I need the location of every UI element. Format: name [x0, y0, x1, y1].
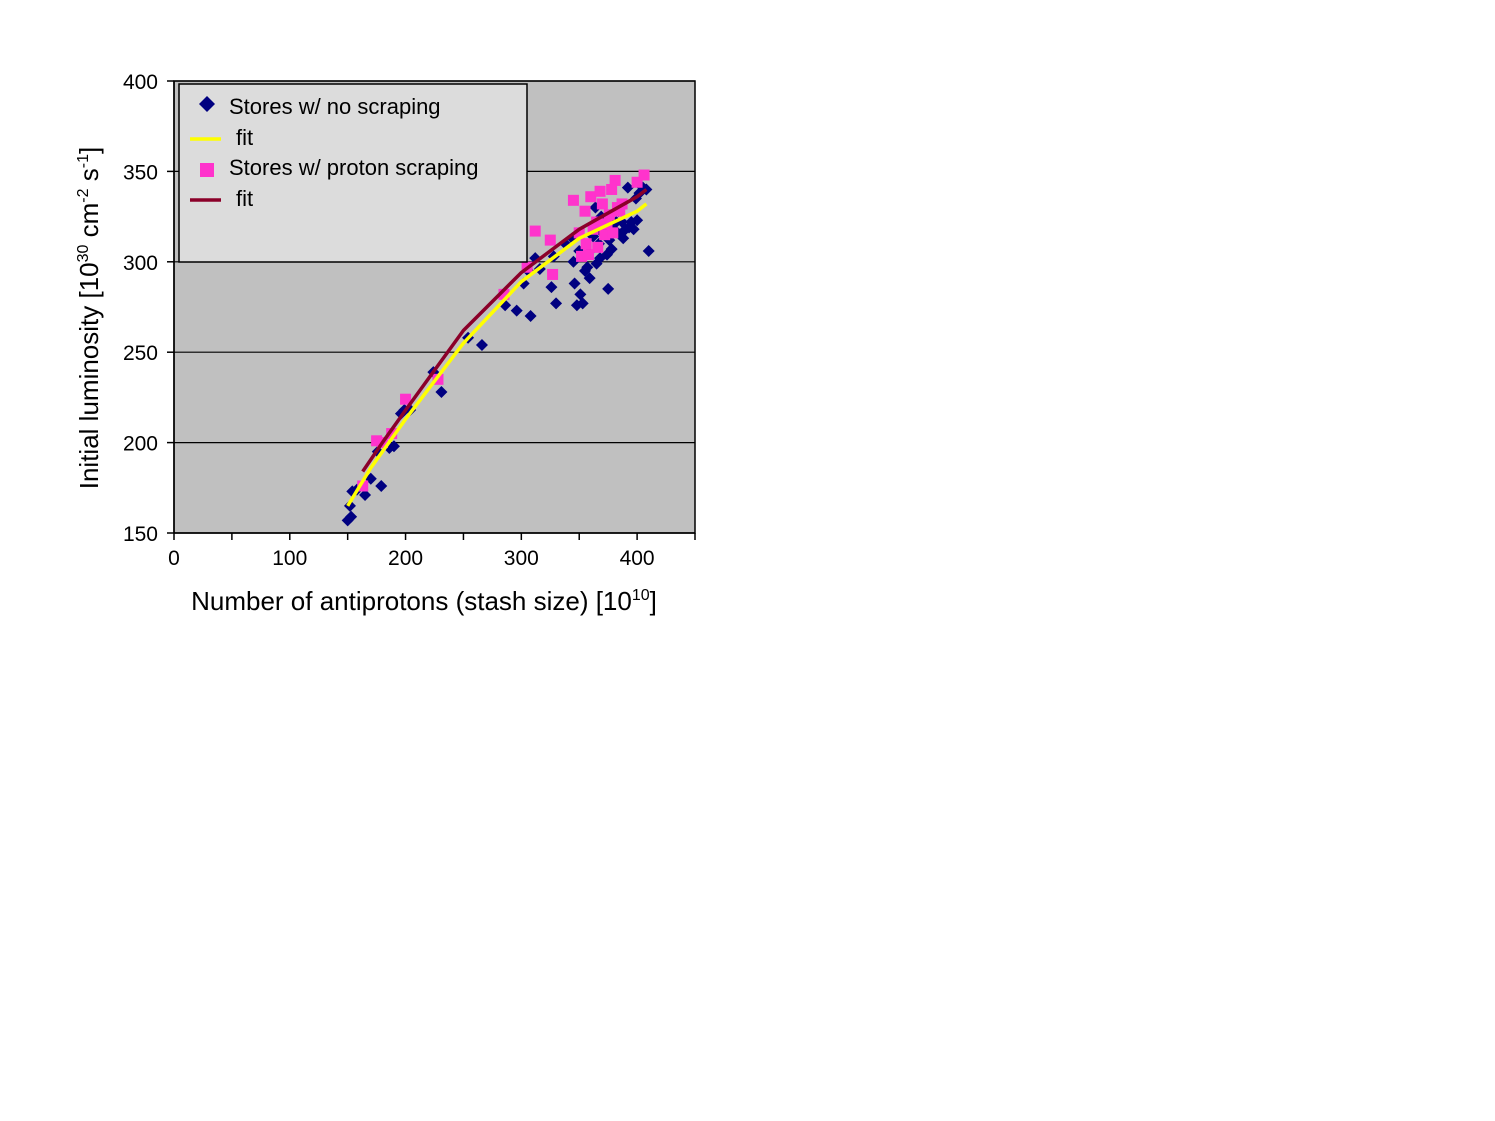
point-proton-scraping — [400, 393, 412, 405]
x-tick-label: 0 — [168, 547, 180, 570]
point-proton-scraping — [585, 191, 597, 203]
point-proton-scraping — [631, 176, 643, 188]
point-proton-scraping — [638, 169, 650, 181]
point-no-scraping — [583, 272, 596, 285]
point-proton-scraping — [567, 194, 579, 206]
point-proton-scraping — [529, 225, 541, 237]
point-proton-scraping — [371, 435, 383, 447]
point-proton-scraping — [592, 241, 604, 253]
point-proton-scraping — [599, 229, 611, 241]
x-tick-label: 300 — [504, 547, 539, 570]
point-no-scraping — [387, 440, 400, 453]
point-proton-scraping — [357, 480, 369, 492]
point-proton-scraping — [544, 234, 556, 246]
fit-line-3 — [361, 188, 648, 473]
point-proton-scraping — [609, 174, 621, 186]
point-no-scraping — [359, 489, 372, 502]
point-proton-scraping — [580, 238, 592, 250]
point-no-scraping — [602, 282, 615, 295]
point-proton-scraping — [579, 205, 591, 217]
point-no-scraping — [567, 255, 580, 268]
point-proton-scraping — [606, 183, 618, 195]
point-no-scraping — [581, 261, 594, 274]
point-no-scraping — [605, 243, 618, 256]
point-proton-scraping — [607, 227, 619, 239]
point-proton-scraping — [594, 185, 606, 197]
point-proton-scraping — [596, 198, 608, 210]
point-no-scraping — [576, 297, 589, 310]
legend-square-swatch — [200, 163, 214, 177]
point-no-scraping — [545, 281, 558, 294]
point-no-scraping — [435, 385, 448, 398]
point-proton-scraping — [591, 216, 603, 228]
point-no-scraping — [568, 277, 581, 290]
legend-label: Stores w/ proton scraping — [229, 155, 478, 180]
point-no-scraping — [617, 232, 630, 245]
legend-box — [178, 83, 528, 263]
point-proton-scraping — [547, 268, 559, 280]
point-proton-scraping — [614, 205, 626, 217]
legend-label: fit — [236, 125, 253, 150]
point-no-scraping — [345, 510, 358, 523]
x-tick-label: 100 — [272, 547, 307, 570]
point-no-scraping — [510, 304, 523, 317]
point-proton-scraping — [386, 428, 398, 440]
point-no-scraping — [524, 310, 537, 323]
point-no-scraping — [631, 214, 644, 227]
point-no-scraping — [621, 181, 634, 194]
point-proton-scraping — [582, 249, 594, 261]
axes — [167, 80, 696, 540]
y-tick-label: 350 — [123, 161, 158, 184]
legend-label: fit — [236, 186, 253, 211]
y-tick-label: 250 — [123, 342, 158, 365]
y-tick-label: 400 — [123, 71, 158, 94]
point-proton-scraping — [603, 209, 615, 221]
point-no-scraping — [642, 244, 655, 257]
fit-line-1 — [346, 202, 648, 507]
fit-lines — [346, 188, 648, 507]
point-no-scraping — [475, 338, 488, 351]
legend-diamond-swatch — [199, 96, 215, 112]
tick-labels: 0 100 200 300 400 150 200 250 300 350 400 — [123, 71, 655, 570]
point-no-scraping — [627, 223, 640, 236]
point-proton-scraping — [587, 223, 599, 235]
x-axis-title: Number of antiprotons (stash size) [1010… — [191, 586, 657, 616]
point-no-scraping — [343, 499, 356, 512]
y-tick-label: 300 — [123, 252, 158, 275]
y-tick-label: 200 — [123, 433, 158, 456]
x-tick-label: 400 — [620, 547, 655, 570]
legend: Stores w/ no scraping fit Stores w/ proton… — [178, 83, 528, 263]
y-axis-title: Initial luminosity [1030 cm-2 s-1] — [74, 147, 104, 490]
legend-label: Stores w/ no scraping — [229, 94, 441, 119]
x-tick-label: 200 — [388, 547, 423, 570]
y-tick-label: 150 — [123, 523, 158, 546]
point-proton-scraping — [498, 288, 510, 300]
point-no-scraping — [574, 288, 587, 301]
point-no-scraping — [550, 297, 563, 310]
point-no-scraping — [375, 479, 388, 492]
point-proton-scraping — [573, 227, 585, 239]
point-proton-scraping — [576, 250, 588, 262]
